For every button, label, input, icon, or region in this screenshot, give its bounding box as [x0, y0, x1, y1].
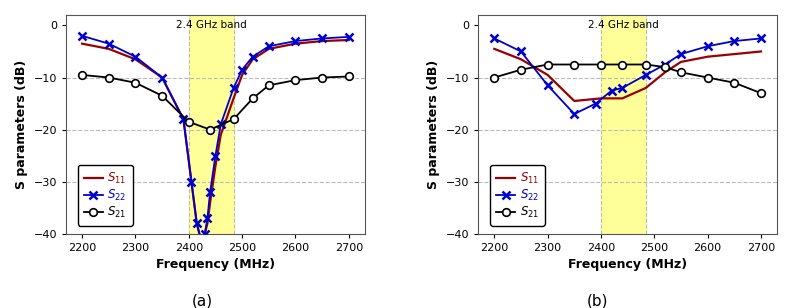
Y-axis label: S parameters (dB): S parameters (dB)	[15, 60, 28, 189]
Bar	[188, 15, 234, 234]
Text: 2.4 GHz band: 2.4 GHz band	[588, 20, 659, 30]
Legend: $S_{11}$, $S_{22}$, $S_{21}$: $S_{11}$, $S_{22}$, $S_{21}$	[490, 165, 545, 226]
X-axis label: Frequency (MHz): Frequency (MHz)	[156, 258, 275, 271]
Text: (b): (b)	[587, 293, 609, 308]
Text: 2.4 GHz band: 2.4 GHz band	[176, 20, 246, 30]
X-axis label: Frequency (MHz): Frequency (MHz)	[568, 258, 687, 271]
Y-axis label: S parameters (dB): S parameters (dB)	[427, 60, 440, 189]
Text: (a): (a)	[192, 293, 212, 308]
Bar	[601, 15, 645, 234]
Legend: $S_{11}$, $S_{22}$, $S_{21}$: $S_{11}$, $S_{22}$, $S_{21}$	[78, 165, 132, 226]
